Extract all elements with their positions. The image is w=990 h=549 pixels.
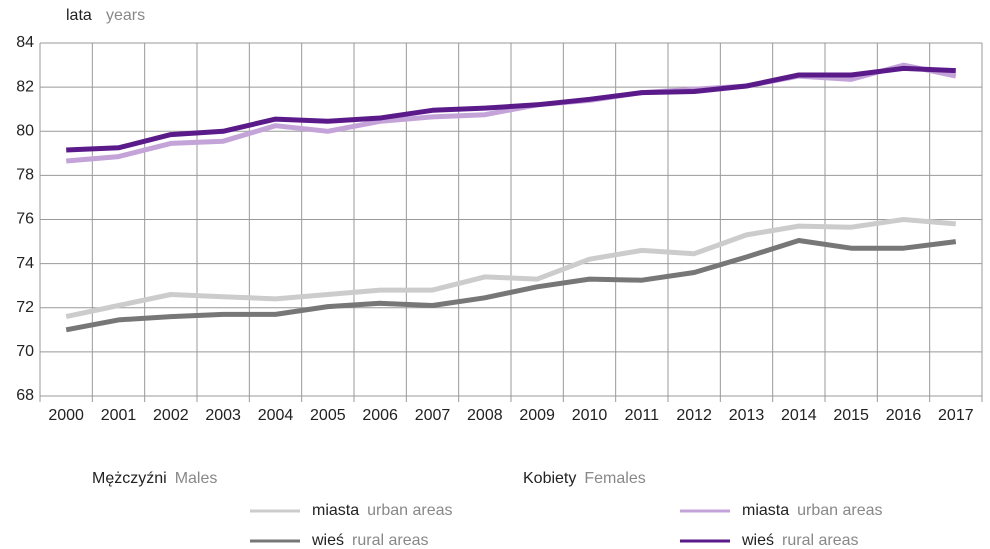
x-tick-label: 2006 xyxy=(362,407,398,424)
legend-label-en: urban areas xyxy=(367,502,452,519)
x-tick-label: 2002 xyxy=(153,407,189,424)
x-tick-label: 2004 xyxy=(258,407,294,424)
legend-label: wieś xyxy=(311,532,344,549)
legend-label: miasta xyxy=(312,502,359,519)
x-tick-label: 2008 xyxy=(467,407,503,424)
x-tick-label: 2003 xyxy=(205,407,241,424)
x-tick-label: 2010 xyxy=(572,407,608,424)
y-axis-label: lata xyxy=(66,7,92,24)
legend-label-en: urban areas xyxy=(797,502,882,519)
series-line xyxy=(66,65,956,153)
legend-label: wieś xyxy=(741,532,774,549)
y-tick-label: 68 xyxy=(16,387,34,404)
y-tick-label: 76 xyxy=(16,211,34,228)
legend-group-title-en: Females xyxy=(584,470,645,487)
series-line xyxy=(65,238,957,333)
x-tick-label: 2005 xyxy=(310,407,346,424)
x-tick-label: 2009 xyxy=(519,407,555,424)
x-tick-label: 2017 xyxy=(938,407,974,424)
x-tick-label: 2015 xyxy=(833,407,869,424)
legend-label-en: rural areas xyxy=(352,532,428,549)
x-tick-label: 2000 xyxy=(48,407,84,424)
x-tick-label: 2012 xyxy=(676,407,712,424)
x-tick-label: 2016 xyxy=(886,407,922,424)
series-line xyxy=(65,217,957,320)
y-tick-label: 84 xyxy=(16,34,34,51)
legend-group-title: Kobiety xyxy=(523,470,576,487)
x-tick-label: 2014 xyxy=(781,407,817,424)
legend-group-title: Mężczyźni xyxy=(92,470,167,487)
y-tick-label: 72 xyxy=(16,299,34,316)
x-tick-label: 2007 xyxy=(415,407,451,424)
legend-group-title-en: Males xyxy=(175,470,218,487)
x-tick-label: 2001 xyxy=(101,407,137,424)
y-tick-label: 82 xyxy=(16,78,34,95)
y-tick-label: 70 xyxy=(16,343,34,360)
x-tick-label: 2013 xyxy=(729,407,765,424)
y-axis-label-en: years xyxy=(106,7,145,24)
y-tick-label: 74 xyxy=(16,255,34,272)
y-tick-label: 80 xyxy=(16,122,34,139)
legend-label: miasta xyxy=(742,502,789,519)
y-tick-label: 78 xyxy=(16,167,34,184)
x-tick-label: 2011 xyxy=(625,407,660,424)
legend-label-en: rural areas xyxy=(782,532,858,549)
